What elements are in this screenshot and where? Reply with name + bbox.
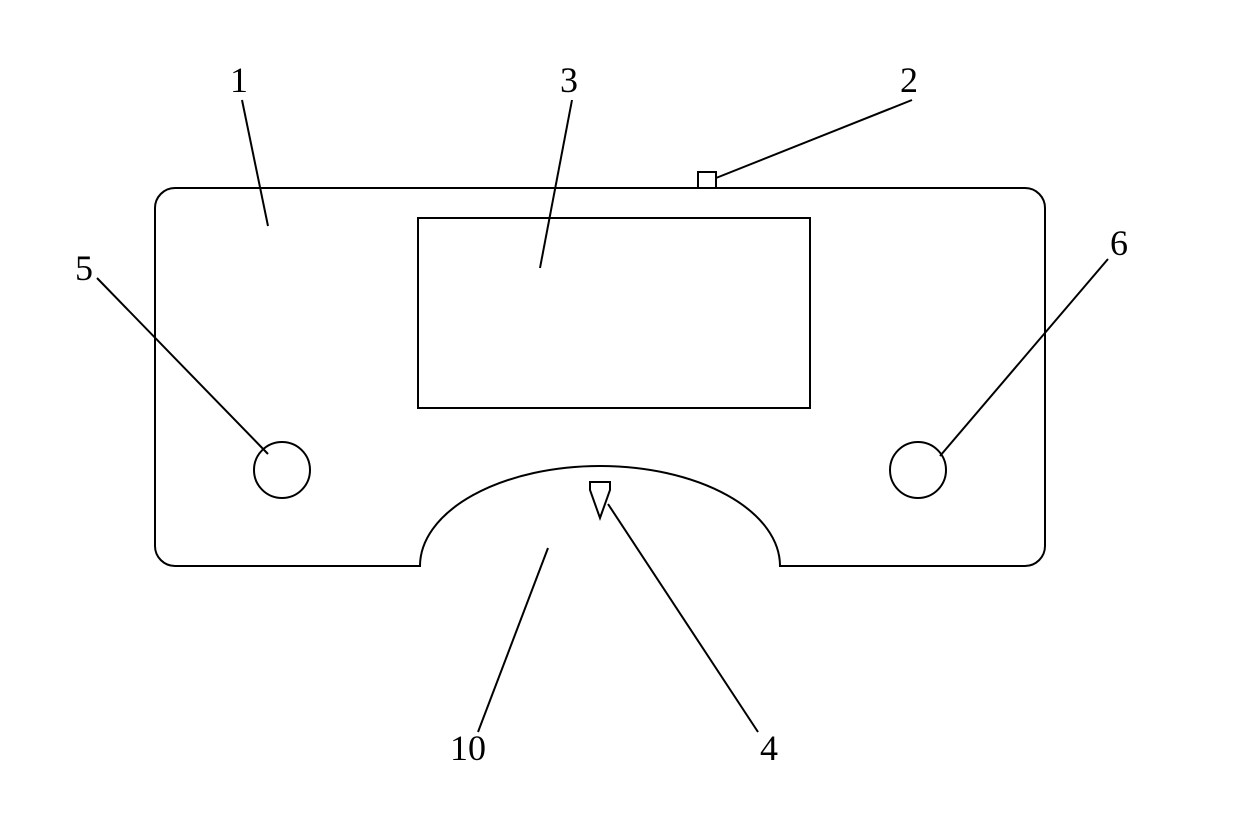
technical-diagram: 1 2 3 4 5 6 10 [0,0,1239,823]
label-10: 10 [450,728,486,768]
label-4: 4 [760,728,778,768]
label-1: 1 [230,60,248,100]
label-3: 3 [560,60,578,100]
label-6: 6 [1110,223,1128,263]
screen-rect [418,218,810,408]
leader-line-10 [478,548,548,732]
leader-line-2 [716,100,912,178]
label-5: 5 [75,248,93,288]
left-circle [254,442,310,498]
notch-pointer [590,482,610,518]
leader-line-4 [608,504,758,732]
diagram-container: 1 2 3 4 5 6 10 [0,0,1239,823]
right-circle [890,442,946,498]
top-tab [698,172,716,188]
label-2: 2 [900,60,918,100]
